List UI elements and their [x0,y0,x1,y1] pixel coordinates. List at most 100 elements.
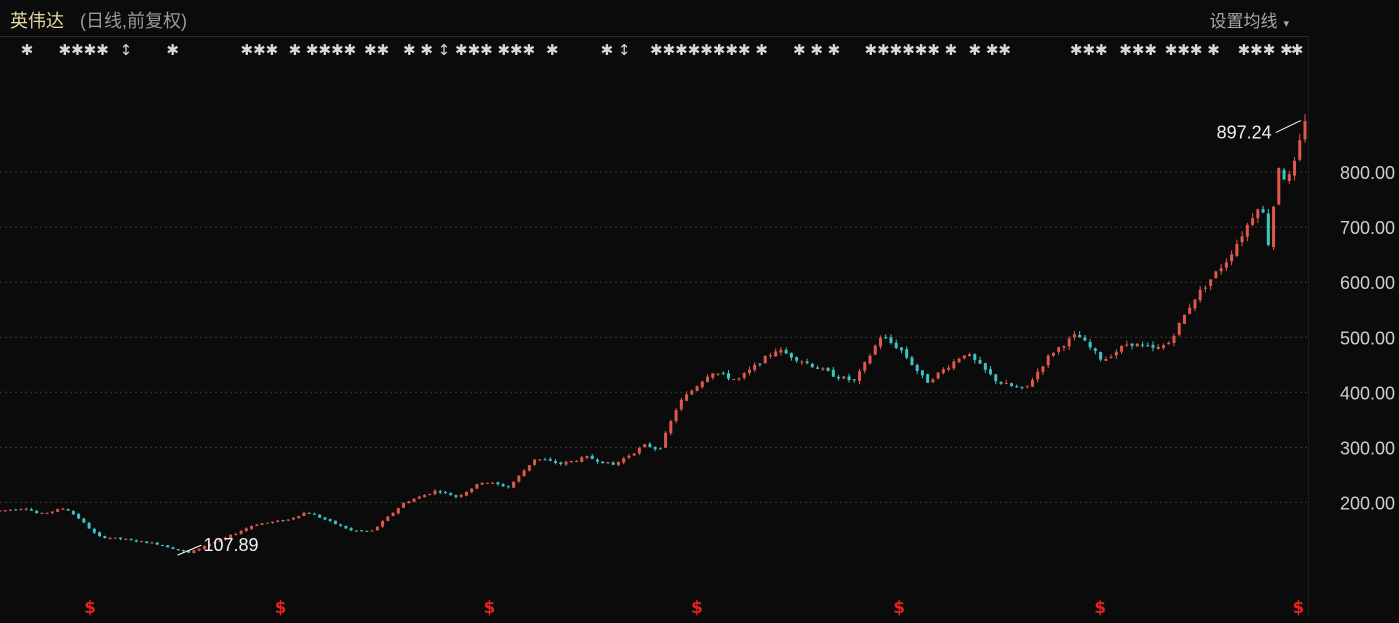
candle-body [968,354,972,357]
candle-body [297,515,301,518]
candle-body [595,459,599,462]
candle-body [559,462,563,465]
event-marker-icon[interactable]: ✱ [20,41,34,59]
moving-average-settings-button[interactable]: 设置均线 ▾ [1209,7,1289,32]
event-marker-icon[interactable]: ✱ [166,41,179,59]
event-marker-icon[interactable]: ✱✱✱ ✱ [1164,41,1220,59]
y-axis-ticks: 200.00 300.00 400.00 500.00 600.00 700.00 800.… [1340,163,1395,513]
event-marker-icon[interactable]: ✱ ✱✱✱✱ [288,41,357,59]
candle-body [533,459,537,465]
candle-body [0,510,2,512]
candle-body [318,514,322,518]
candle-body [858,371,862,381]
candle-body [957,358,961,363]
event-marker-icon[interactable]: ✱✱✱✱✱✱✱✱ ✱ [650,41,768,59]
candle-body [234,533,238,535]
candle-body [40,512,44,514]
candle-body [768,355,772,357]
event-marker-icon[interactable]: ✱ ✱ ✱ [793,41,841,59]
candle-body [202,546,206,549]
candle-body [328,519,332,521]
candle-body [1240,236,1244,243]
candle-body [989,369,993,375]
candle-body [3,510,7,512]
candle-body [1188,307,1192,314]
candle-body [1030,379,1034,387]
candle-body [19,509,23,511]
candle-body [863,362,867,371]
candle-body [1051,352,1055,356]
candle-body [66,509,70,511]
chevron-down-icon: ▾ [1283,18,1289,30]
candle-body [805,361,809,364]
candle-body [1125,344,1129,346]
dividend-marker-icon: $ [893,598,905,618]
event-marker-icon[interactable]: ✱ [1290,41,1304,59]
candle-body [931,379,935,383]
candle-body [910,357,914,365]
event-marker-icon[interactable]: ✱ ✱✱ [968,41,1011,59]
event-marker-icon[interactable]: ✱✱ [364,41,390,59]
candle-body [721,372,725,374]
event-marker-icon[interactable]: ↕ [119,41,133,59]
candle-body [281,520,285,522]
event-marker-icon[interactable]: ✱✱✱ [1119,41,1158,59]
candle-body [915,365,919,371]
candle-body [1256,209,1260,219]
candle-body [428,493,432,495]
candle-body [905,349,909,358]
candle-body [360,530,364,532]
candle-body [962,355,966,359]
candle-body [569,460,573,463]
event-marker-icon[interactable]: ✱✱✱ [1069,41,1108,59]
candle-body [271,521,275,523]
candle-body [386,516,390,522]
candle-body [522,470,526,477]
candle-body [208,543,212,546]
candle-body [627,455,631,458]
candle-body [622,458,626,463]
y-tick-label: 300.00 [1340,438,1395,458]
candle-body [585,456,589,458]
event-marker-icon[interactable]: ✱✱✱✱✱✱ ✱ [864,41,958,59]
event-marker-icon[interactable]: ✱ ↕ [600,41,631,59]
candle-body [192,550,196,554]
event-marker-icon[interactable]: ✱✱✱ [240,41,279,59]
candle-body [737,378,741,380]
candle-body [878,337,882,347]
candle-body [218,539,222,542]
dividend-marker-icon: $ [1293,598,1305,618]
candle-body [941,369,945,374]
candle-body [821,368,825,370]
candle-body [197,548,201,551]
event-marker-icon[interactable]: ✱✱✱✱ [58,41,109,59]
candle-body [894,342,898,349]
candle-body [1130,343,1134,346]
candle-body [1072,334,1076,338]
candle-body [700,381,704,388]
candle-body [868,355,872,364]
candle-body [412,498,416,502]
candle-body [706,376,710,382]
candle-body [423,495,427,498]
candle-body [87,522,91,529]
event-marker-icon[interactable]: ✱ [546,41,559,59]
candle-body [35,510,39,514]
candle-body [816,367,820,369]
event-marker-icon[interactable]: ✱ ✱ ↕ [403,41,451,59]
candle-body [1219,268,1223,272]
candle-body [260,523,264,525]
event-marker-icon[interactable]: ✱✱✱ ✱ [1237,41,1293,59]
candle-body [354,530,358,532]
candle-body [606,462,610,464]
candle-body [873,345,877,355]
candle-body [496,482,500,485]
candle-body [108,538,112,540]
candle-body [187,550,191,553]
candle-body [774,351,778,357]
event-marker-icon[interactable]: ✱✱✱ ✱✱✱ [455,41,536,59]
candle-body [1104,359,1108,361]
candle-body [1057,347,1061,352]
candle-body [800,361,804,363]
candle-body [978,360,982,364]
